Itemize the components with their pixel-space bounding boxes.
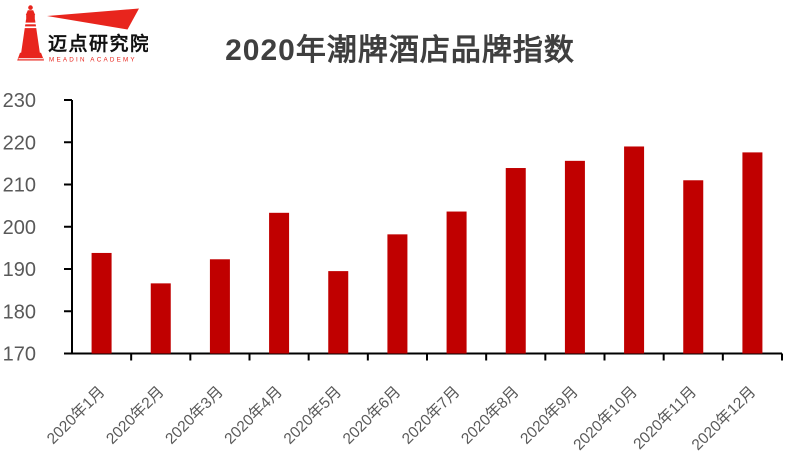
bar-month-9 (564, 160, 585, 354)
x-tick-label: 2020年7月 (398, 383, 463, 448)
bar-month-1 (91, 252, 112, 354)
x-tick-label: 2020年10月 (570, 383, 641, 454)
bar-month-3 (209, 259, 230, 354)
lighthouse-icon (17, 5, 44, 61)
logo: 迈点研究院 MEADIN ACADEMY (8, 3, 149, 65)
y-tick-label: 190 (3, 259, 36, 281)
bar-month-2 (150, 283, 171, 354)
bar-month-11 (683, 180, 704, 354)
x-tick-label: 2020年9月 (517, 383, 582, 448)
y-tick-label: 230 (3, 90, 36, 112)
light-beam-icon (47, 8, 139, 30)
x-tick-label: 2020年12月 (688, 383, 759, 454)
y-tick-label: 180 (3, 301, 36, 323)
x-tick-label: 2020年2月 (102, 383, 167, 448)
x-tick-label: 2020年8月 (457, 383, 522, 448)
bar-month-4 (269, 212, 290, 354)
y-tick-label: 170 (3, 344, 36, 366)
x-tick-label: 2020年3月 (162, 383, 227, 448)
brand-name: 迈点研究院 (48, 32, 148, 55)
x-tick-label: 2020年5月 (280, 383, 345, 448)
x-tick-label: 2020年4月 (221, 383, 286, 448)
brand-subtitle: MEADIN ACADEMY (49, 57, 137, 64)
bar-month-12 (742, 152, 763, 354)
bar-month-6 (387, 234, 408, 354)
bar-month-8 (505, 168, 526, 354)
x-tick-label: 2020年6月 (339, 383, 404, 448)
chart-title: 2020年潮牌酒店品牌指数 (225, 34, 575, 67)
x-tick-label: 2020年1月 (43, 383, 108, 448)
y-tick-label: 210 (3, 175, 36, 197)
logo-graphic: 迈点研究院 MEADIN ACADEMY (17, 5, 149, 64)
y-tick-label: 200 (3, 217, 36, 239)
bar-month-5 (328, 271, 349, 354)
y-tick-label: 220 (3, 132, 36, 154)
bar-month-10 (624, 146, 645, 354)
bar-month-7 (446, 211, 467, 354)
